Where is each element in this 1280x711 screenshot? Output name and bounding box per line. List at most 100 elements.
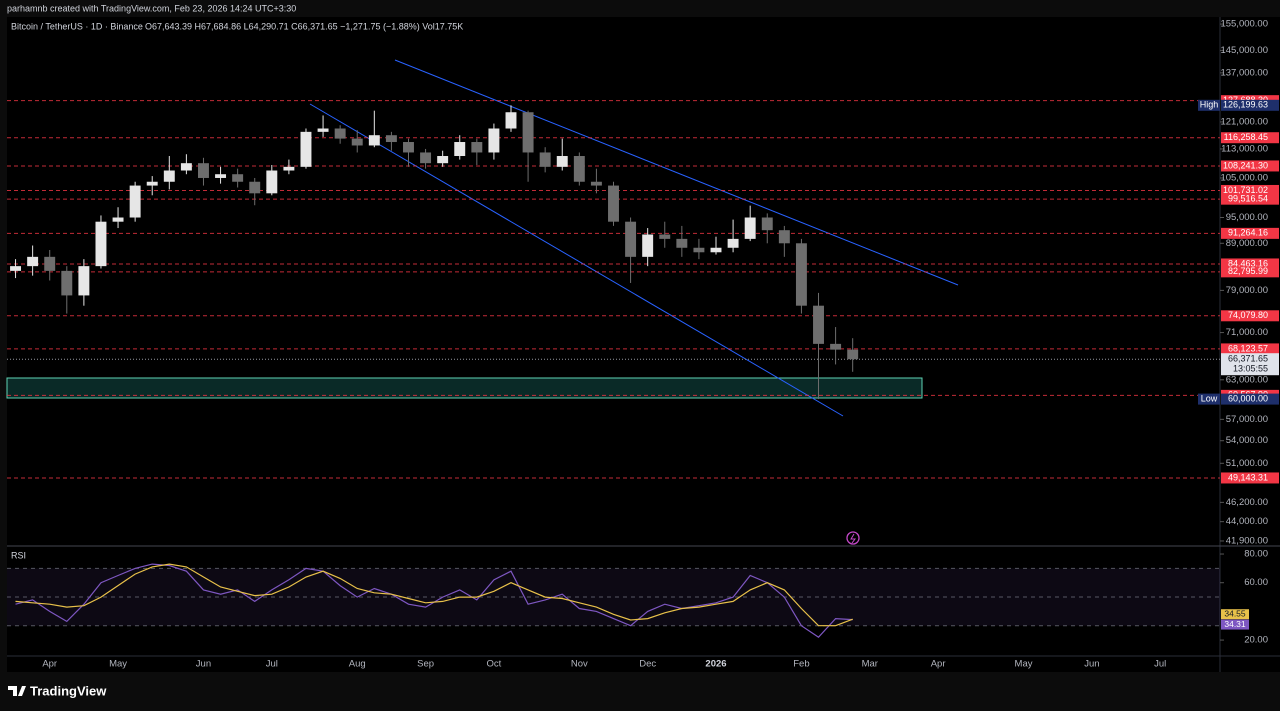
- candle-body: [129, 185, 141, 218]
- level-tag: [1221, 193, 1279, 205]
- level-tag: [1221, 472, 1279, 484]
- extreme-name: Low: [1201, 393, 1218, 403]
- candle-body: [317, 128, 329, 132]
- level-label: 84,463.16: [1228, 258, 1268, 268]
- candle-body: [590, 181, 602, 186]
- candle-body: [180, 163, 192, 171]
- support-zone: [6, 377, 923, 399]
- lower-trendline: [309, 103, 844, 417]
- extreme-name-tag: [1198, 393, 1220, 405]
- x-tick-label: 2026: [705, 659, 726, 670]
- candle-body: [44, 256, 56, 271]
- candle-body: [608, 185, 619, 222]
- candle-body: [95, 221, 107, 267]
- logo-mark: [8, 686, 26, 696]
- candle-body: [385, 135, 397, 143]
- candle-body: [163, 170, 175, 182]
- level-tag: [1221, 160, 1279, 172]
- chart-frame: [7, 17, 1280, 672]
- x-tick-label: Dec: [639, 659, 656, 670]
- x-tick-label: Feb: [793, 659, 809, 670]
- extreme-name: High: [1200, 100, 1219, 110]
- rsi-line: [15, 563, 853, 627]
- candle-body: [10, 266, 22, 271]
- candle-body: [300, 131, 312, 167]
- extreme-tag: [1221, 393, 1279, 405]
- x-tick-label: Jun: [1084, 659, 1099, 670]
- x-tick-label: Jun: [196, 659, 211, 670]
- rsi-band: [7, 568, 1220, 626]
- level-label: 101,731.02: [1223, 185, 1268, 195]
- candle-body: [625, 221, 637, 257]
- y-tick-label: 80.00: [1244, 549, 1268, 560]
- rsi-value-label: 34.31: [1224, 619, 1246, 629]
- candle-body: [693, 247, 705, 253]
- y-tick-label: 46,200.00: [1226, 497, 1268, 508]
- header: parhamnb created with TradingView.com, F…: [7, 3, 296, 13]
- level-tag: [1221, 184, 1279, 196]
- level-label: 116,258.45: [1224, 132, 1268, 142]
- drawings: [6, 59, 1220, 545]
- candle-body: [403, 142, 414, 153]
- y-tick-label: 63,000.00: [1226, 374, 1268, 385]
- x-tick-label: Aug: [349, 659, 366, 670]
- x-tick-label: May: [1015, 659, 1033, 670]
- level-label: 82,795.99: [1228, 266, 1268, 276]
- candle-body: [488, 128, 500, 153]
- y-tick-label: 71,000.00: [1226, 327, 1268, 338]
- candle-body: [471, 142, 483, 153]
- extreme-tag: [1221, 99, 1279, 111]
- x-tick-label: Jul: [266, 659, 278, 670]
- level-tag: [1221, 227, 1279, 239]
- extreme-label: 60,000.00: [1228, 393, 1268, 403]
- level-label: 49,143.31: [1228, 472, 1268, 482]
- event-icon-bolt: [850, 533, 856, 544]
- footer-logo: TradingView: [8, 683, 107, 698]
- candle-body: [266, 170, 278, 194]
- event-icon[interactable]: [846, 531, 860, 545]
- chart-title: Bitcoin / TetherUS · 1D · Binance: [11, 21, 143, 31]
- candle-body: [232, 174, 244, 182]
- y-tick-label: 54,000.00: [1226, 435, 1268, 446]
- candle-body: [27, 256, 39, 267]
- candle-body: [78, 266, 90, 296]
- y-tick-label: 105,000.00: [1220, 172, 1268, 183]
- candle-body: [420, 152, 432, 164]
- candle-body: [795, 243, 807, 306]
- extreme-name-tag: [1198, 99, 1220, 111]
- candle-body: [813, 305, 824, 344]
- y-tick-label: 113,000.00: [1221, 143, 1268, 154]
- y-tick-label: 20.00: [1244, 635, 1268, 646]
- y-tick-label: 51,000.00: [1226, 458, 1268, 469]
- candle-body: [573, 156, 585, 182]
- y-tick-label: 41,900.00: [1226, 535, 1268, 546]
- level-label: 108,241.30: [1223, 160, 1268, 170]
- rsi-value-tag: [1221, 619, 1249, 630]
- candle-body: [249, 181, 261, 194]
- candle-body: [505, 112, 517, 129]
- candle-body: [334, 128, 346, 139]
- level-label: 91,264.16: [1228, 228, 1268, 238]
- rsi-value-label: 34.55: [1224, 608, 1246, 618]
- candle-body: [676, 238, 688, 248]
- x-tick-label: Sep: [417, 659, 434, 670]
- candle-body: [522, 112, 534, 153]
- y-tick-label: 44,000.00: [1226, 516, 1268, 527]
- extreme-label: 126,199.63: [1223, 100, 1268, 110]
- x-tick-label: Apr: [42, 659, 57, 670]
- y-tick-label: 57,000.00: [1226, 414, 1268, 425]
- level-tag: [1221, 343, 1279, 355]
- y-tick-label: 95,000.00: [1226, 212, 1268, 223]
- candle-body: [368, 135, 380, 146]
- candle-body: [146, 181, 158, 186]
- candle-body: [778, 230, 790, 244]
- x-tick-label: Apr: [931, 659, 946, 670]
- level-tag: [1221, 258, 1279, 270]
- y-tick-label: 60.00: [1244, 577, 1268, 588]
- countdown: 13:05:55: [1233, 364, 1268, 374]
- candle-body: [351, 138, 363, 146]
- candle-body: [761, 217, 773, 231]
- current-price-label: 66,371.65: [1228, 354, 1268, 364]
- candle-body: [710, 247, 722, 253]
